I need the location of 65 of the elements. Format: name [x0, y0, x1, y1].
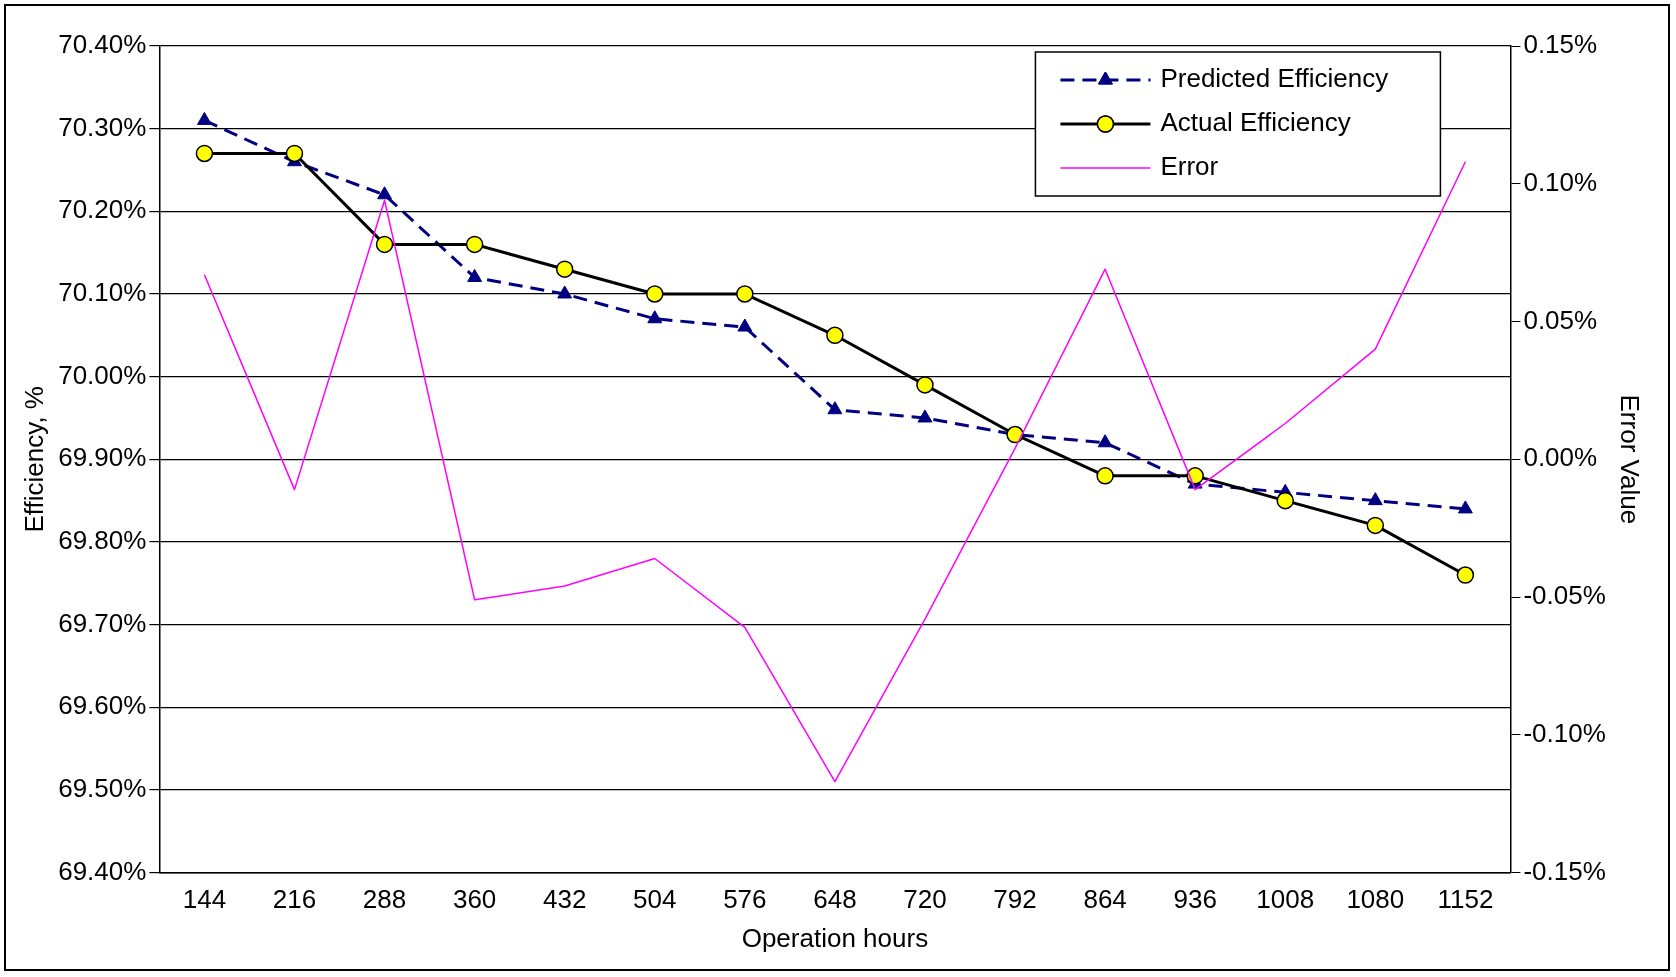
x-tick-label: 144 — [182, 884, 227, 915]
y2-tick-label: -0.10% — [1523, 718, 1606, 749]
x-tick-label: 360 — [452, 884, 497, 915]
y-tick-label: 70.40% — [58, 29, 147, 60]
point — [285, 144, 304, 163]
point — [917, 409, 933, 423]
y2-tick-label: 0.00% — [1523, 442, 1598, 473]
point — [1456, 566, 1475, 584]
y2-tick-label: -0.05% — [1523, 580, 1606, 611]
y-tick-label: 69.70% — [58, 607, 147, 638]
x-tick-label: 504 — [633, 884, 677, 915]
point — [647, 310, 663, 324]
point — [1457, 500, 1473, 514]
x-tick-label: 432 — [543, 884, 587, 915]
y-tick-label: 69.90% — [58, 442, 147, 473]
point — [1006, 425, 1024, 444]
x-tick-label: 792 — [993, 884, 1037, 915]
point — [736, 285, 754, 303]
point — [1186, 467, 1204, 485]
point — [467, 268, 483, 282]
y-tick-label: 70.10% — [58, 277, 147, 308]
point — [646, 285, 664, 303]
y2-tick-label: 0.05% — [1523, 304, 1598, 335]
y2-tick-label: -0.15% — [1523, 855, 1606, 886]
point — [1097, 434, 1113, 448]
point — [465, 235, 484, 254]
point — [375, 235, 394, 254]
y2-tick-label: 0.10% — [1523, 166, 1598, 197]
y-tick-label: 69.50% — [58, 773, 147, 804]
x-axis-title: Operation hours — [741, 922, 929, 953]
legend-label: Predicted Efficiency — [1160, 63, 1389, 94]
x-tick-label: 1008 — [1256, 884, 1315, 915]
point — [377, 186, 392, 200]
y2-axis-title: Error Value — [1615, 394, 1646, 525]
point — [737, 318, 753, 332]
x-tick-label: 216 — [272, 884, 317, 915]
point — [557, 285, 573, 299]
x-tick-label: 1080 — [1346, 884, 1405, 915]
point — [916, 376, 934, 394]
legend-label: Actual Efficiency — [1160, 107, 1351, 138]
point — [1366, 516, 1385, 535]
y-tick-label: 69.60% — [58, 690, 147, 721]
y-tick-label: 69.80% — [58, 525, 147, 556]
x-tick-label: 864 — [1083, 884, 1127, 915]
y-tick-label: 70.30% — [58, 111, 147, 142]
x-tick-label: 936 — [1173, 884, 1217, 915]
point — [195, 144, 214, 163]
point — [1096, 467, 1114, 485]
y-tick-label: 69.40% — [58, 855, 147, 886]
point — [826, 326, 844, 345]
point — [827, 401, 843, 415]
point — [196, 111, 212, 125]
point — [1276, 491, 1294, 510]
point — [1367, 492, 1383, 506]
y-axis-title: Efficiency, % — [18, 386, 49, 533]
x-tick-label: 288 — [362, 884, 407, 915]
x-tick-label: 1152 — [1437, 884, 1494, 915]
legend-label: Error — [1160, 151, 1219, 182]
x-tick-label: 648 — [813, 884, 857, 915]
point — [555, 260, 574, 278]
y-tick-label: 70.20% — [58, 194, 147, 225]
x-tick-label: 720 — [903, 884, 947, 915]
y2-tick-label: 0.15% — [1523, 29, 1598, 60]
x-tick-label: 576 — [723, 884, 767, 915]
y-tick-label: 70.00% — [58, 359, 147, 390]
